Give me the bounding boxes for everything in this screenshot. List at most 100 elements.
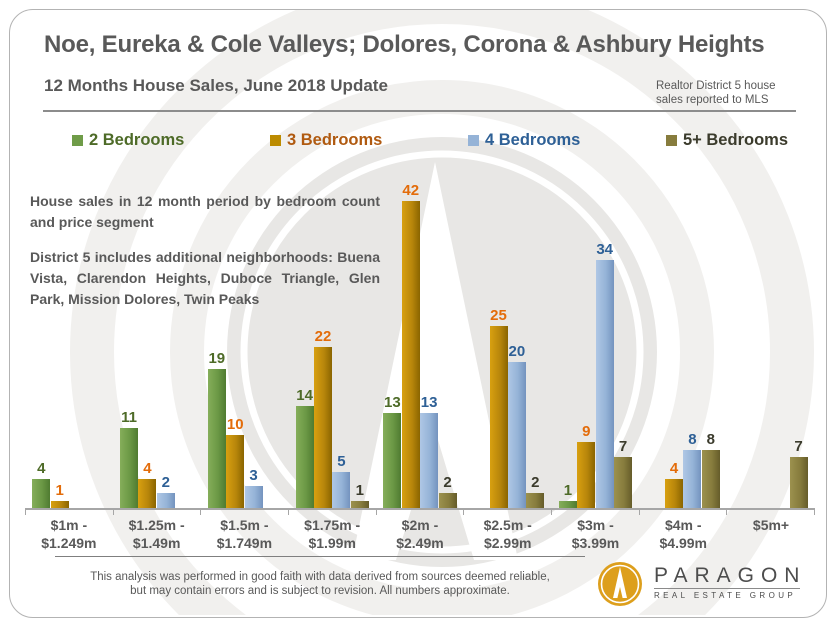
bar-value-label: 4 [37,459,46,477]
category-label: $2.5m - $2.99m [483,517,532,551]
bar-slot: 34 [595,240,614,508]
bar-value-label: 13 [384,394,401,412]
legend-swatch-icon [270,135,281,146]
bar [226,435,245,508]
bar [332,471,351,508]
legend-label: 2 Bedrooms [89,131,185,149]
bar-value-label: 34 [596,240,613,258]
bar-value-label: 25 [490,306,507,324]
bar-value-label: 7 [794,437,803,455]
legend-label: 3 Bedrooms [287,131,383,149]
bar-slot: 42 [401,182,420,508]
bar [350,500,369,508]
paragon-logo-text: PARAGON REAL ESTATE GROUP [654,560,806,600]
paragon-logo: PARAGON REAL ESTATE GROUP [596,560,806,608]
category-label: $1.25m - $1.49m [128,517,185,551]
category-label: $3m - $3.99m [571,517,620,551]
bar [32,478,51,508]
legend-swatch-icon [666,135,677,146]
bar [558,500,577,508]
bar-group: 19 10 3 [201,178,289,508]
bar-value-label: 42 [402,182,420,200]
bar-slot: 2 [438,474,457,508]
axis-tick [375,510,464,515]
annotation-district-note: District 5 includes additional neighborh… [30,249,380,307]
axis-tick [551,510,639,515]
bar-slot: 8 [683,431,702,508]
category-label: $4m - $4.99m [659,517,707,551]
bar-value-label: 5 [337,452,346,470]
bar-value-label: 19 [208,350,226,368]
axis-tick [463,510,551,515]
bar-value-label: 22 [314,328,332,346]
footer-divider [55,556,585,557]
bar-value-label: 2 [443,474,452,492]
bar-value-label: 1 [355,481,364,499]
axis-tick [25,510,113,515]
bar [595,259,614,508]
bar-value-label: 10 [226,416,244,433]
bar-value-label: 1 [563,481,573,499]
bar-slot: 2 [526,474,545,508]
bar [313,347,332,508]
x-axis-line [25,508,815,510]
bar-slot: 1 [50,481,69,508]
disclaimer-line1: This analysis was performed in good fait… [90,571,550,583]
axis-tick [200,510,288,515]
category-label: $1m - $1.249m [41,517,97,551]
paragon-logo-mark-icon [598,562,642,606]
bar-slot: 22 [313,328,332,508]
category-label: $2m - $2.49m [396,517,444,551]
bar [489,325,508,508]
bar [120,427,139,508]
category-label: $5m+ [752,517,790,533]
bar [383,413,402,508]
bar-value-label: 20 [508,343,526,360]
bar-value-label: 7 [618,437,628,455]
bar-group: 13 42 13 2 [376,178,464,508]
legend-swatch-icon [468,135,479,146]
category-label: $1.5m - $1.749m [216,517,273,551]
bar-slot: 2 [156,474,175,508]
bar [507,362,526,508]
legend-item-4-bedrooms: 4 Bedrooms [468,131,580,150]
axis-tick [288,510,376,515]
bar-group: 11 4 2 [113,178,201,508]
bar [701,449,720,508]
bar [244,486,263,508]
x-axis-labels: $1m - $1.249m $1.25m - $1.49m $1.5m - $1.7… [25,516,815,552]
bar [665,478,684,508]
bar-slot: 10 [226,416,245,508]
bar-value-label: 11 [121,408,137,426]
paragon-logo-name: PARAGON [654,564,807,587]
legend-item-3-bedrooms: 3 Bedrooms [270,131,382,150]
bar-group: 1 9 34 7 [552,178,640,508]
bar-value-label: 8 [706,430,715,448]
bar [614,456,633,508]
bar-slot: 20 [507,343,526,508]
bar-slot: 5 [332,452,351,508]
bar-value-label: 2 [531,474,540,492]
bar-value-label: 1 [55,481,64,499]
bar-slot: 3 [244,468,263,508]
bar [207,369,226,508]
bar-value-label: 2 [161,474,170,492]
bar-slot: 4 [32,459,51,508]
chart-legend: 2 Bedrooms 3 Bedrooms 4 Bedrooms 5+ Bedroom… [72,131,788,150]
bar [526,493,545,508]
bar [683,449,702,508]
bar-slot: 7 [789,437,808,508]
header-divider [43,110,796,112]
bar-slot: 19 [207,350,226,508]
bar [50,500,69,508]
bar-value-label: 4 [143,459,152,477]
axis-tick [726,510,816,515]
bar-value-label: 14 [296,386,313,404]
bar [789,456,808,508]
bar-group: 14 22 5 1 [288,178,376,508]
bar [138,478,157,508]
plot-area: 4 1 11 4 2 19 10 3 14 22 5 1 13 42 13 2 25 20 2 1 9 34 7 4 8 8 7 [25,178,815,508]
bar-slot: 7 [614,437,633,508]
